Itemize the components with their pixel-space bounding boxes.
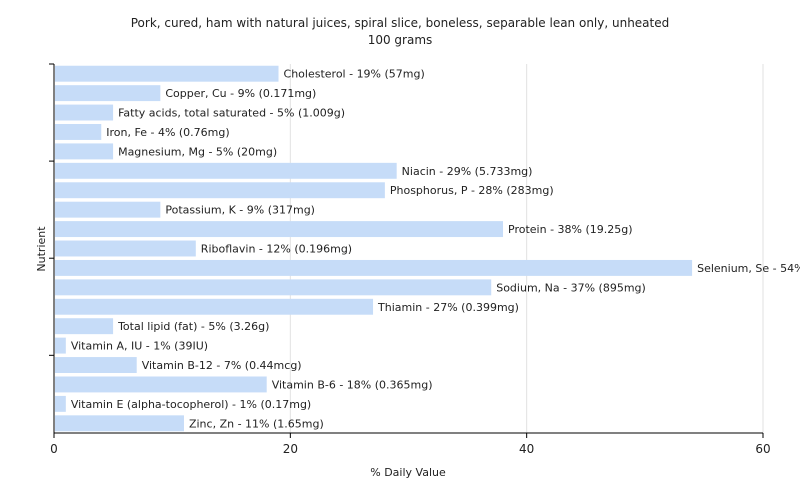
x-tick-label: 0: [50, 442, 58, 456]
bar-label: Niacin - 29% (5.733mg): [402, 165, 533, 178]
bar-label: Vitamin A, IU - 1% (39IU): [71, 340, 208, 353]
x-tick-labels: 0 20 40 60: [50, 442, 770, 456]
bar-label: Vitamin B-6 - 18% (0.365mg): [272, 378, 433, 391]
gridlines: [289, 64, 764, 433]
axes: [49, 63, 764, 438]
x-tick-label: 40: [519, 442, 534, 456]
bar: [55, 201, 161, 218]
bar: [55, 162, 397, 179]
bar-label: Vitamin B-12 - 7% (0.44mcg): [142, 359, 302, 372]
y-axis-label: Nutrient: [35, 226, 48, 272]
bar: [55, 337, 66, 354]
bar-labels: Cholesterol - 19% (57mg) Copper, Cu - 9% …: [71, 68, 800, 431]
bar: [55, 240, 196, 257]
x-tick-label: 60: [755, 442, 770, 456]
bar: [55, 279, 492, 296]
bar: [55, 259, 693, 276]
x-tick-label: 20: [283, 442, 298, 456]
bar: [55, 357, 137, 373]
bar: [55, 143, 114, 160]
bar-label: Protein - 38% (19.25g): [508, 223, 633, 236]
bar-label: Potassium, K - 9% (317mg): [165, 204, 315, 217]
bar: [55, 415, 184, 432]
bar-label: Cholesterol - 19% (57mg): [284, 68, 425, 81]
bar-label: Copper, Cu - 9% (0.171mg): [165, 87, 316, 100]
bar: [55, 318, 114, 335]
bar-label: Selenium, Se - 54% (37.9mcg): [697, 262, 800, 275]
bars: [55, 65, 693, 432]
bar: [55, 395, 66, 412]
bar: [55, 182, 385, 199]
chart-title: Pork, cured, ham with natural juices, sp…: [131, 16, 670, 30]
bar-label: Zinc, Zn - 11% (1.65mg): [189, 417, 324, 430]
bar: [55, 104, 114, 121]
bar-label: Vitamin E (alpha-tocopherol) - 1% (0.17m…: [71, 398, 311, 411]
bar: [55, 65, 279, 82]
bar-label: Riboflavin - 12% (0.196mg): [201, 243, 352, 256]
bar: [55, 376, 267, 393]
x-axis-label: % Daily Value: [370, 466, 446, 479]
bar-label: Thiamin - 27% (0.399mg): [377, 301, 519, 314]
bar-label: Sodium, Na - 37% (895mg): [496, 281, 646, 294]
bar: [55, 221, 504, 238]
bar-label: Fatty acids, total saturated - 5% (1.009…: [118, 107, 345, 120]
chart-subtitle: 100 grams: [368, 33, 433, 47]
bar-label: Iron, Fe - 4% (0.76mg): [106, 126, 229, 139]
bar: [55, 124, 102, 140]
bar-label: Phosphorus, P - 28% (283mg): [390, 184, 554, 197]
bar-label: Magnesium, Mg - 5% (20mg): [118, 145, 277, 158]
bar: [55, 298, 374, 315]
bar: [55, 85, 161, 102]
bar-label: Total lipid (fat) - 5% (3.26g): [117, 320, 269, 333]
